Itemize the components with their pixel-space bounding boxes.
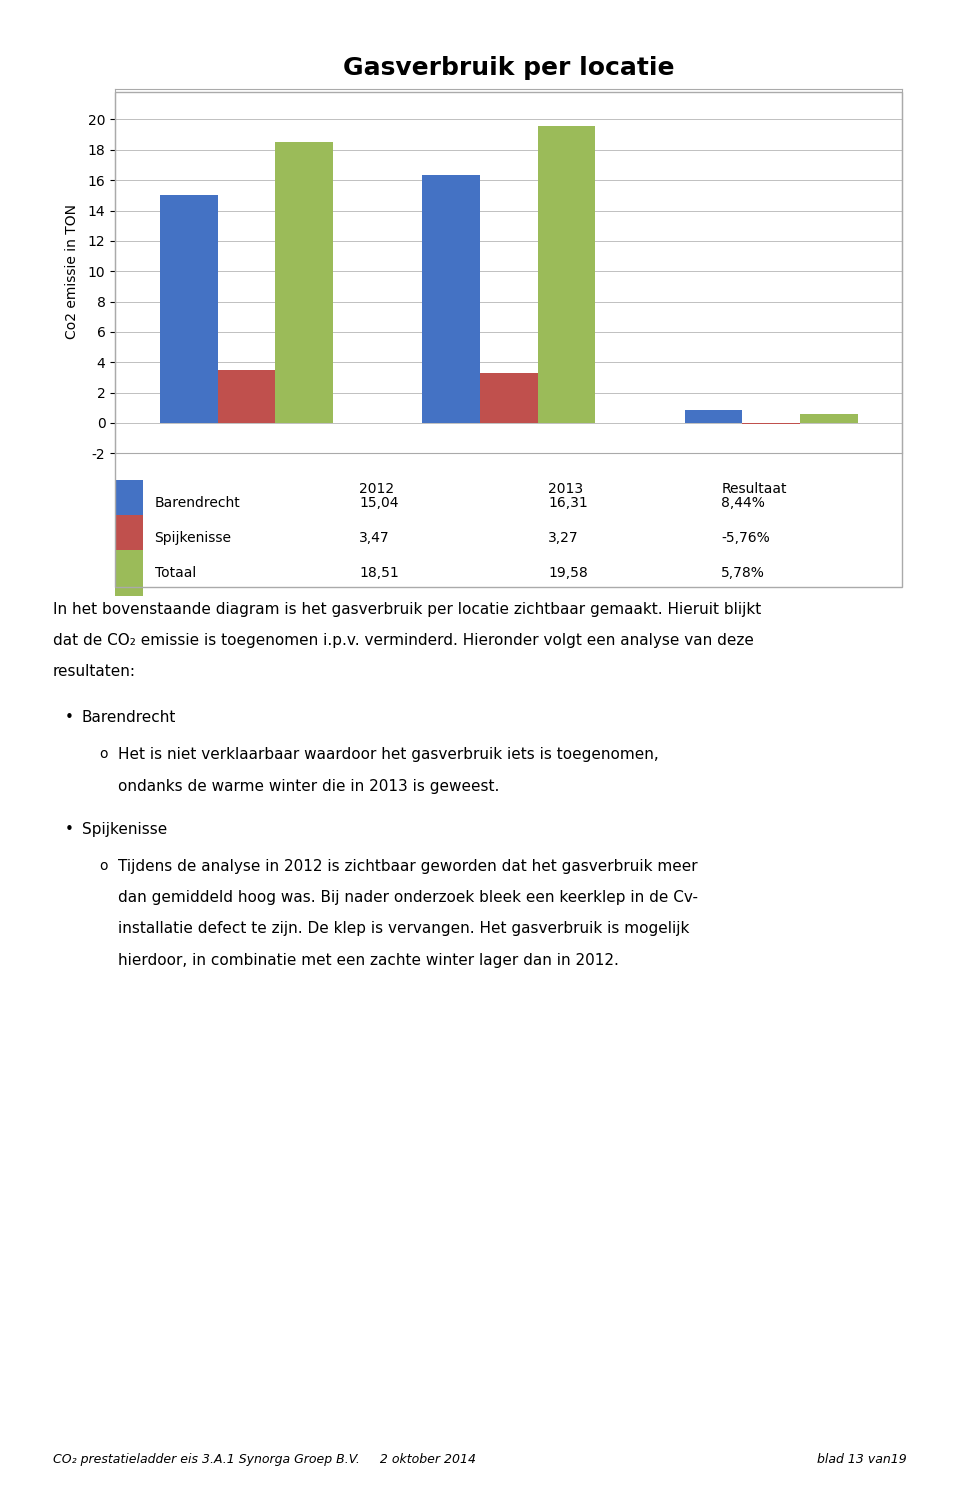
Bar [115,516,143,560]
Text: 2012: 2012 [359,483,395,496]
Bar [422,175,480,424]
Text: 18,51: 18,51 [359,566,399,580]
Text: •: • [64,710,73,725]
Text: CO₂ prestatieladder eis 3.A.1 Synorga Groep B.V.     2 oktober 2014: CO₂ prestatieladder eis 3.A.1 Synorga Gr… [53,1453,476,1467]
Text: o: o [99,859,108,872]
Text: hierdoor, in combinatie met een zachte winter lager dan in 2012.: hierdoor, in combinatie met een zachte w… [118,953,619,967]
Bar [159,195,218,424]
Bar [115,550,143,596]
Bar [538,126,595,424]
Text: -5,76%: -5,76% [721,531,770,545]
Text: 2013: 2013 [548,483,584,496]
Text: 5,78%: 5,78% [721,566,765,580]
Text: 15,04: 15,04 [359,496,398,510]
Text: Barendrecht: Barendrecht [82,710,176,725]
Text: 19,58: 19,58 [548,566,588,580]
Bar [276,143,333,424]
Text: In het bovenstaande diagram is het gasverbruik per locatie zichtbaar gemaakt. Hi: In het bovenstaande diagram is het gasve… [53,602,761,617]
Text: dat de CO₂ emissie is toegenomen i.p.v. verminderd. Hieronder volgt een analyse : dat de CO₂ emissie is toegenomen i.p.v. … [53,633,754,648]
Text: resultaten:: resultaten: [53,664,135,679]
Bar [480,373,538,424]
Text: o: o [99,747,108,761]
Bar [684,410,742,424]
Text: •: • [64,822,73,837]
Text: 3,47: 3,47 [359,531,390,545]
Text: Totaal: Totaal [155,566,196,580]
Text: Tijdens de analyse in 2012 is zichtbaar geworden dat het gasverbruik meer: Tijdens de analyse in 2012 is zichtbaar … [118,859,698,874]
Text: Barendrecht: Barendrecht [155,496,240,510]
Text: Spijkenisse: Spijkenisse [155,531,231,545]
Bar [800,415,858,424]
Bar [218,370,276,424]
Text: installatie defect te zijn. De klep is vervangen. Het gasverbruik is mogelijk: installatie defect te zijn. De klep is v… [118,921,689,936]
Y-axis label: Co2 emissie in TON: Co2 emissie in TON [65,204,80,339]
Title: Gasverbruik per locatie: Gasverbruik per locatie [343,56,675,80]
Text: 8,44%: 8,44% [721,496,765,510]
Text: blad 13 van19: blad 13 van19 [818,1453,907,1467]
Text: Resultaat: Resultaat [721,483,787,496]
Bar [115,480,143,526]
Text: ondanks de warme winter die in 2013 is geweest.: ondanks de warme winter die in 2013 is g… [118,779,499,794]
Text: dan gemiddeld hoog was. Bij nader onderzoek bleek een keerklep in de Cv-: dan gemiddeld hoog was. Bij nader onderz… [118,890,698,905]
Text: Spijkenisse: Spijkenisse [82,822,167,837]
Text: Het is niet verklaarbaar waardoor het gasverbruik iets is toegenomen,: Het is niet verklaarbaar waardoor het ga… [118,747,659,762]
Text: 3,27: 3,27 [548,531,579,545]
Text: 16,31: 16,31 [548,496,588,510]
